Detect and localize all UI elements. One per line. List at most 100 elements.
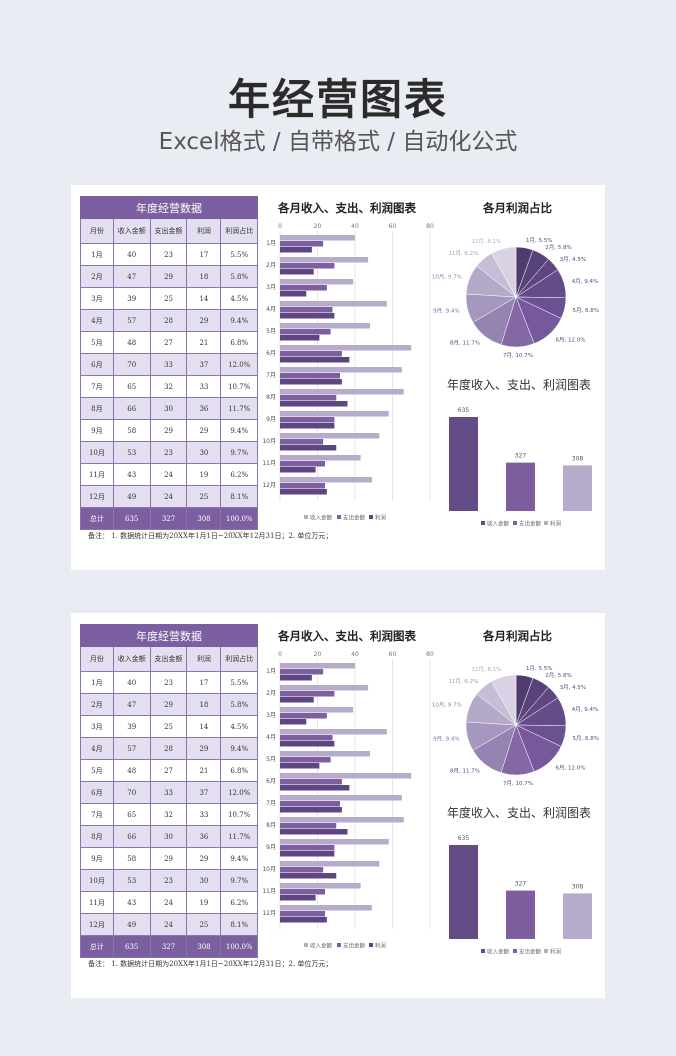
monthly-bar-chart: 0 20 40 60 80 1月 2月 3月 4月 5月 6月 7月 8月 9月 10月 11月 12月收入金额… <box>262 223 434 522</box>
table-cell: 9.4% <box>220 737 258 760</box>
legend-label: 利润 <box>550 520 562 528</box>
table-cell: 9月 <box>80 847 114 870</box>
legend-label: 收入金额 <box>487 948 510 956</box>
table-cell: 11.7% <box>220 397 258 420</box>
bar-revenue <box>280 455 361 461</box>
table-row: 5月 48 27 21 6.8% <box>80 759 258 782</box>
bar-expense <box>280 911 325 917</box>
table-cell: 58 <box>112 419 151 442</box>
table-cell: 65 <box>112 375 151 398</box>
bar-expense <box>280 263 335 269</box>
page-subtitle: Excel格式 / 自带格式 / 自动化公式 <box>158 129 518 155</box>
profit-pie-chart: 1月, 5.5%2月, 5.8% 3月, 4.5% 4月, 9.4% 5月, 6.8%… <box>432 237 599 359</box>
bar-profit <box>280 675 312 681</box>
pie-label: 4月, 9.4% <box>572 706 598 713</box>
bar-expense <box>280 351 342 357</box>
col-header: 月份 <box>80 218 114 244</box>
table-row: 7月 65 32 33 10.7% <box>80 375 258 398</box>
x-tick-label: 20 <box>314 223 322 230</box>
pie-label: 6月, 12.0% <box>556 764 586 771</box>
bar-revenue <box>280 751 370 757</box>
table-cell: 33 <box>149 353 188 376</box>
pie-label: 7月, 10.7% <box>503 352 533 359</box>
table-cell: 12.0% <box>220 781 258 804</box>
table-cell: 24 <box>149 891 188 914</box>
table-cell: 11月 <box>80 463 114 486</box>
table-cell: 24 <box>149 485 188 508</box>
total-cell: 308 <box>186 935 222 958</box>
legend-label: 利润 <box>375 942 387 950</box>
y-tick-label: 3月 <box>266 284 276 291</box>
bar-expense <box>280 823 337 829</box>
col-header: 利润 <box>186 218 222 244</box>
table-cell: 25 <box>186 485 222 508</box>
table-cell: 6.8% <box>220 759 258 782</box>
annual-chart-title: 年度收入、支出、利润图表 <box>447 806 592 820</box>
table-cell: 4.5% <box>220 715 258 738</box>
bar-expense <box>280 483 325 489</box>
pie-chart-title: 各月利润占比 <box>483 629 552 643</box>
y-tick-label: 4月 <box>266 306 276 313</box>
total-cell: 100.0% <box>220 507 258 530</box>
y-tick-label: 12月 <box>262 482 276 489</box>
bar-profit <box>280 291 307 297</box>
table-cell: 12月 <box>80 485 114 508</box>
table-cell: 1月 <box>80 243 114 266</box>
table-row: 4月 57 28 29 9.4% <box>80 309 258 332</box>
col-header: 收入金额 <box>112 646 151 672</box>
bar-revenue <box>280 235 355 241</box>
total-cell: 总计 <box>80 507 114 530</box>
bar-expense <box>280 417 335 423</box>
table-cell: 39 <box>112 715 151 738</box>
total-cell: 308 <box>186 507 222 530</box>
table-cell: 4.5% <box>220 287 258 310</box>
table-row: 8月 66 30 36 11.7% <box>80 825 258 848</box>
y-tick-label: 7月 <box>266 800 276 807</box>
pie-label: 9月, 9.4% <box>433 736 459 743</box>
bar-profit <box>280 423 335 429</box>
table-cell: 70 <box>112 781 151 804</box>
table-cell: 6月 <box>80 353 114 376</box>
table-cell: 49 <box>112 913 151 936</box>
table-cell: 53 <box>112 869 151 892</box>
table-cell: 28 <box>149 737 188 760</box>
bar-profit <box>280 895 316 901</box>
legend-label: 支出金额 <box>519 520 542 528</box>
col-header: 利润 <box>186 646 222 672</box>
table-cell: 6.8% <box>220 331 258 354</box>
table-cell: 39 <box>112 287 151 310</box>
pie-label: 9月, 9.4% <box>433 308 459 315</box>
table-row: 7月 65 32 33 10.7% <box>80 803 258 826</box>
col-header: 支出金额 <box>149 646 188 672</box>
pie-label: 2月, 5.8% <box>545 244 571 251</box>
table-cell: 48 <box>112 331 151 354</box>
bar-profit <box>280 379 342 385</box>
bar-profit <box>280 335 320 341</box>
bar-profit <box>280 313 335 319</box>
annual-bar <box>449 417 478 511</box>
table-cell: 23 <box>149 869 188 892</box>
page-title: 年经营图表 <box>227 75 448 124</box>
y-tick-label: 6月 <box>266 350 276 357</box>
table-cell: 70 <box>112 353 151 376</box>
table-row: 6月 70 33 37 12.0% <box>80 781 258 804</box>
table-cell: 48 <box>112 759 151 782</box>
table-cell: 6.2% <box>220 891 258 914</box>
bar-profit <box>280 851 335 857</box>
table-total-row: 总计 635 327 308 100.0% <box>80 507 258 530</box>
legend-label: 支出金额 <box>343 942 366 950</box>
y-tick-label: 11月 <box>262 460 276 467</box>
y-tick-label: 9月 <box>266 416 276 423</box>
annual-bar <box>506 890 535 939</box>
table-cell: 33 <box>186 803 222 826</box>
monthly-chart-title: 各月收入、支出、利润图表 <box>278 201 416 215</box>
table-cell: 40 <box>112 243 151 266</box>
bar-revenue <box>280 707 354 713</box>
legend-label: 支出金额 <box>343 514 366 522</box>
data-label: 635 <box>458 835 470 842</box>
table-cell: 30 <box>186 441 222 464</box>
bar-revenue <box>280 345 412 351</box>
pie-label: 1月, 5.5% <box>526 237 552 244</box>
y-tick-label: 6月 <box>266 778 276 785</box>
table-row: 10月 53 23 30 9.7% <box>80 441 258 464</box>
